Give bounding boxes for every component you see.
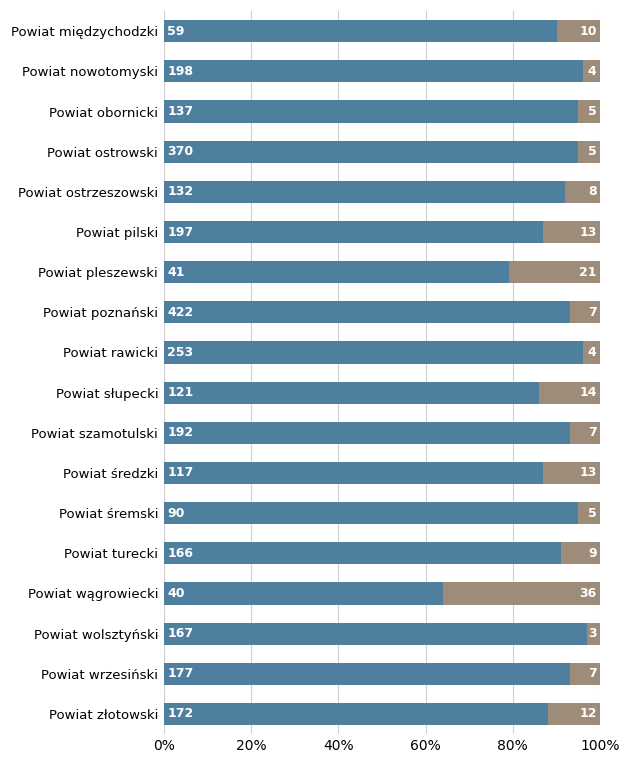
Bar bbox=[164, 462, 543, 484]
Bar bbox=[587, 623, 600, 645]
Bar bbox=[164, 101, 579, 122]
Text: 9: 9 bbox=[588, 547, 597, 560]
Bar bbox=[164, 623, 587, 645]
Bar bbox=[565, 181, 600, 203]
Text: 253: 253 bbox=[167, 346, 194, 359]
Bar bbox=[164, 60, 582, 83]
Text: 21: 21 bbox=[579, 266, 597, 279]
Bar bbox=[164, 221, 543, 243]
Bar bbox=[164, 342, 582, 364]
Text: 370: 370 bbox=[167, 145, 194, 158]
Text: 167: 167 bbox=[167, 627, 194, 640]
Bar bbox=[543, 462, 600, 484]
Text: 7: 7 bbox=[588, 426, 597, 439]
Bar bbox=[164, 502, 579, 524]
Bar bbox=[548, 703, 600, 725]
Text: 132: 132 bbox=[167, 186, 194, 199]
Text: 4: 4 bbox=[588, 65, 597, 78]
Text: 192: 192 bbox=[167, 426, 194, 439]
Bar bbox=[164, 542, 561, 565]
Text: 177: 177 bbox=[167, 667, 194, 680]
Bar bbox=[570, 422, 600, 444]
Text: 10: 10 bbox=[579, 24, 597, 37]
Bar bbox=[582, 342, 600, 364]
Bar bbox=[582, 60, 600, 83]
Text: 166: 166 bbox=[167, 547, 193, 560]
Bar bbox=[579, 502, 600, 524]
Bar bbox=[543, 221, 600, 243]
Text: 36: 36 bbox=[579, 587, 597, 600]
Text: 40: 40 bbox=[167, 587, 185, 600]
Bar bbox=[570, 301, 600, 323]
Bar bbox=[164, 181, 565, 203]
Text: 137: 137 bbox=[167, 105, 194, 118]
Bar bbox=[164, 662, 570, 685]
Bar bbox=[164, 301, 570, 323]
Text: 198: 198 bbox=[167, 65, 193, 78]
Text: 59: 59 bbox=[167, 24, 185, 37]
Text: 121: 121 bbox=[167, 386, 194, 399]
Bar bbox=[570, 662, 600, 685]
Text: 3: 3 bbox=[588, 627, 597, 640]
Text: 8: 8 bbox=[588, 186, 597, 199]
Bar bbox=[164, 141, 579, 163]
Text: 197: 197 bbox=[167, 225, 194, 238]
Bar bbox=[509, 261, 600, 283]
Bar bbox=[164, 422, 570, 444]
Text: 14: 14 bbox=[579, 386, 597, 399]
Text: 422: 422 bbox=[167, 306, 194, 319]
Bar bbox=[561, 542, 600, 565]
Bar bbox=[579, 141, 600, 163]
Text: 5: 5 bbox=[588, 105, 597, 118]
Text: 13: 13 bbox=[579, 225, 597, 238]
Bar bbox=[164, 20, 557, 42]
Bar bbox=[557, 20, 600, 42]
Text: 7: 7 bbox=[588, 306, 597, 319]
Bar bbox=[164, 381, 539, 403]
Text: 5: 5 bbox=[588, 145, 597, 158]
Text: 117: 117 bbox=[167, 467, 194, 480]
Text: 7: 7 bbox=[588, 667, 597, 680]
Text: 172: 172 bbox=[167, 707, 194, 720]
Bar bbox=[539, 381, 600, 403]
Bar bbox=[164, 703, 548, 725]
Bar bbox=[164, 261, 509, 283]
Text: 4: 4 bbox=[588, 346, 597, 359]
Text: 90: 90 bbox=[167, 507, 185, 520]
Text: 12: 12 bbox=[579, 707, 597, 720]
Text: 13: 13 bbox=[579, 467, 597, 480]
Bar bbox=[579, 101, 600, 122]
Bar bbox=[164, 582, 443, 604]
Bar bbox=[443, 582, 600, 604]
Text: 41: 41 bbox=[167, 266, 185, 279]
Text: 5: 5 bbox=[588, 507, 597, 520]
